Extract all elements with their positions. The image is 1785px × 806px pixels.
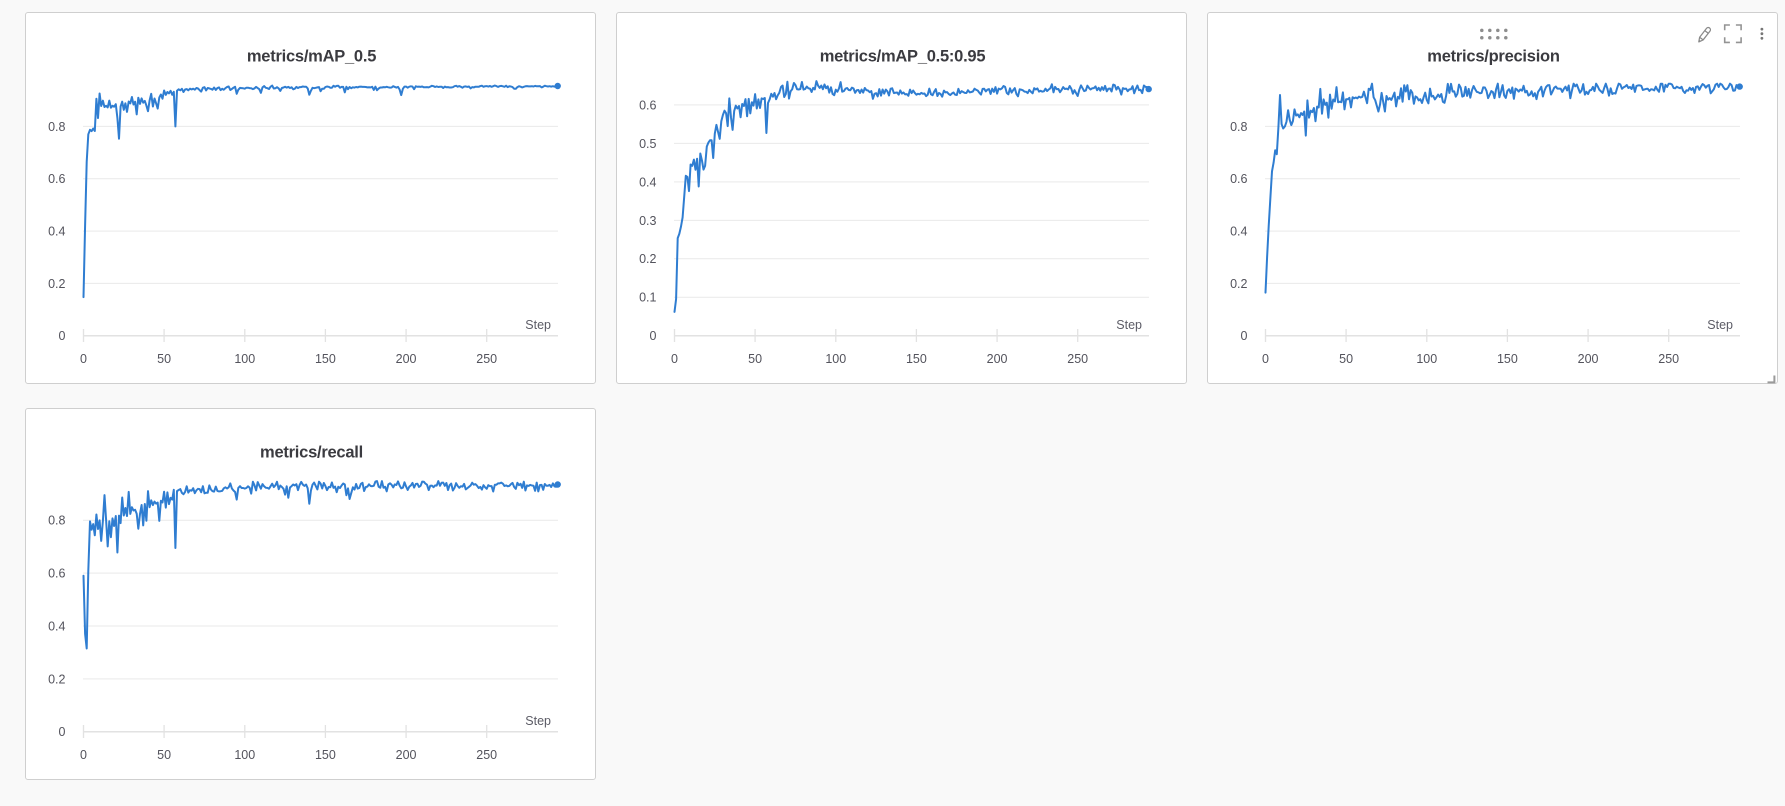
svg-text:0.6: 0.6: [48, 567, 65, 581]
svg-text:0.4: 0.4: [48, 619, 65, 633]
svg-text:50: 50: [157, 748, 171, 762]
svg-text:Step: Step: [525, 318, 551, 332]
svg-text:0.6: 0.6: [48, 172, 65, 186]
svg-text:250: 250: [1658, 352, 1679, 366]
svg-text:250: 250: [1067, 352, 1088, 366]
svg-text:100: 100: [1416, 352, 1437, 366]
svg-text:50: 50: [748, 352, 762, 366]
svg-text:100: 100: [234, 748, 255, 762]
svg-text:Step: Step: [1707, 318, 1733, 332]
svg-text:metrics/precision: metrics/precision: [1427, 48, 1560, 66]
svg-text:200: 200: [987, 352, 1008, 366]
svg-text:0: 0: [59, 329, 66, 343]
svg-text:0.8: 0.8: [1230, 120, 1247, 134]
svg-text:200: 200: [1578, 352, 1599, 366]
svg-text:100: 100: [234, 352, 255, 366]
svg-text:0.6: 0.6: [639, 98, 656, 112]
svg-text:200: 200: [396, 352, 417, 366]
svg-text:0: 0: [1262, 352, 1269, 366]
svg-text:0: 0: [80, 352, 87, 366]
svg-text:metrics/mAP_0.5: metrics/mAP_0.5: [247, 48, 376, 66]
svg-text:0.8: 0.8: [48, 514, 65, 528]
svg-text:metrics/recall: metrics/recall: [260, 444, 363, 462]
svg-text:0.8: 0.8: [48, 120, 65, 134]
svg-text:metrics/mAP_0.5:0.95: metrics/mAP_0.5:0.95: [820, 48, 986, 66]
svg-text:0.2: 0.2: [1230, 277, 1247, 291]
svg-text:0.2: 0.2: [48, 277, 65, 291]
svg-text:0.2: 0.2: [48, 672, 65, 686]
svg-text:100: 100: [825, 352, 846, 366]
svg-text:0.5: 0.5: [639, 137, 656, 151]
svg-text:50: 50: [157, 352, 171, 366]
svg-text:Step: Step: [1116, 318, 1142, 332]
svg-text:Step: Step: [525, 714, 551, 728]
svg-text:150: 150: [1497, 352, 1518, 366]
svg-text:0.4: 0.4: [1230, 225, 1247, 239]
svg-text:0: 0: [59, 725, 66, 739]
svg-text:150: 150: [315, 352, 336, 366]
svg-text:0: 0: [1241, 329, 1248, 343]
svg-text:250: 250: [476, 352, 497, 366]
svg-text:150: 150: [906, 352, 927, 366]
svg-text:0: 0: [671, 352, 678, 366]
svg-text:150: 150: [315, 748, 336, 762]
svg-text:0.4: 0.4: [48, 225, 65, 239]
svg-text:250: 250: [476, 748, 497, 762]
svg-text:200: 200: [396, 748, 417, 762]
svg-text:50: 50: [1339, 352, 1353, 366]
svg-text:0.3: 0.3: [639, 214, 656, 228]
svg-text:0: 0: [80, 748, 87, 762]
svg-text:0.4: 0.4: [639, 175, 656, 189]
svg-text:0: 0: [650, 329, 657, 343]
svg-text:0.6: 0.6: [1230, 172, 1247, 186]
svg-text:0.1: 0.1: [639, 291, 656, 305]
svg-text:0.2: 0.2: [639, 252, 656, 266]
